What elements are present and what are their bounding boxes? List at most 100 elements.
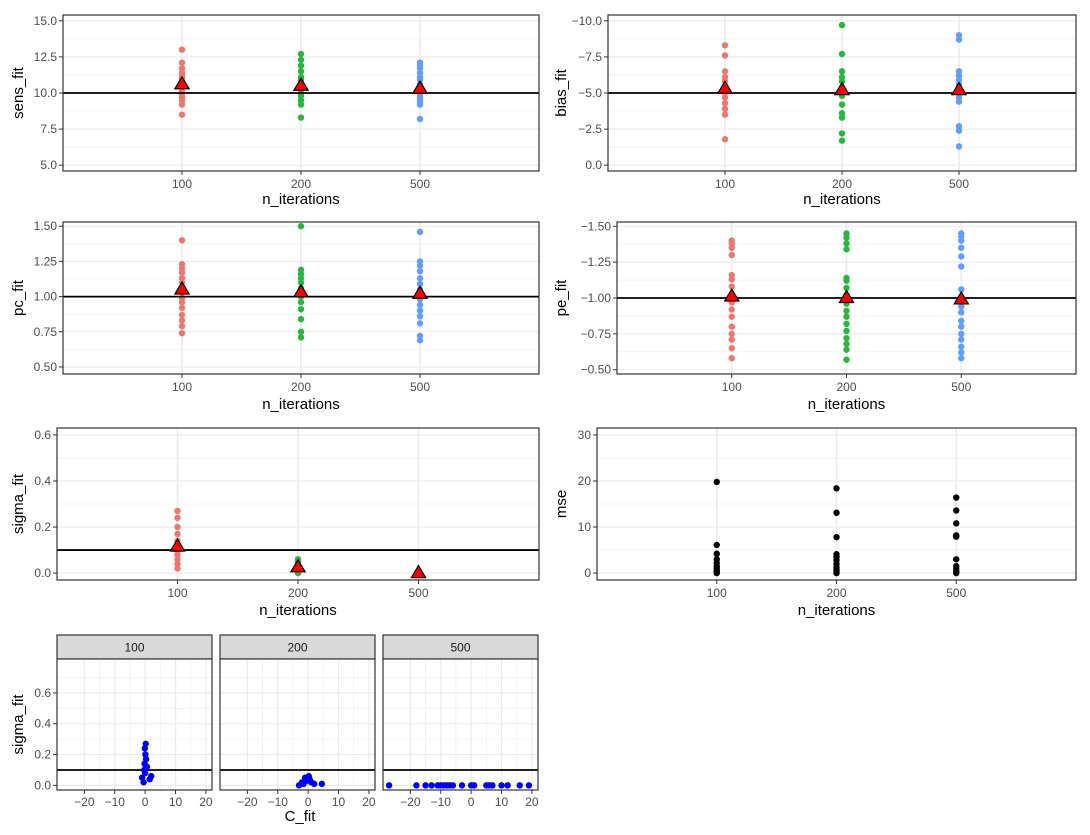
data-point-100	[721, 68, 729, 75]
data-point-200	[297, 315, 305, 323]
x-tick-label: 200	[832, 177, 852, 191]
y-tick-label: 12.5	[34, 50, 58, 64]
data-point-200	[843, 230, 850, 237]
data-point-200	[843, 334, 850, 342]
data-point-100	[174, 514, 181, 522]
data-point-200	[838, 101, 846, 108]
data-point-500	[953, 562, 960, 570]
data-point-500	[958, 244, 965, 252]
x-tick-label: 10	[169, 795, 183, 809]
x-tick-label: 100	[167, 586, 187, 600]
x-tick-label: 100	[172, 177, 192, 191]
panel-sigma: 0.0 0.2 0.4 0.6 100 200 500 n_iterations sigma_f…	[10, 427, 540, 619]
data-point-500	[416, 258, 424, 265]
data-point-100	[721, 42, 729, 49]
data-point-200	[843, 240, 850, 247]
data-point-100	[728, 344, 735, 352]
data-point-500	[958, 253, 965, 260]
y-tick-label: 0.4	[34, 474, 51, 488]
y-tick-label: −1.25	[581, 255, 612, 269]
y-tick-label: 10.0	[34, 86, 58, 100]
data-point	[142, 740, 149, 747]
y-tick-label: 5.0	[40, 158, 57, 172]
mean-marker-100	[716, 79, 734, 94]
data-point-100	[178, 65, 186, 72]
data-point-500	[953, 532, 960, 539]
y-tick-label: 0.50	[34, 360, 58, 374]
data-point-500	[958, 343, 965, 350]
x-tick-label: 100	[722, 380, 742, 394]
mean-marker-100	[169, 537, 186, 552]
x-tick-label: 500	[410, 177, 430, 191]
data-point-100	[178, 261, 186, 268]
panel-border	[382, 658, 539, 791]
data-point-200	[843, 307, 850, 315]
facet-strip	[382, 634, 539, 660]
y-tick-label: −7.5	[578, 50, 602, 64]
data-point	[311, 780, 318, 788]
data-point-500	[955, 123, 963, 130]
data-point-200	[297, 114, 305, 121]
data-point	[504, 782, 511, 789]
data-point-200	[843, 320, 850, 328]
x-tick-label: 0	[305, 795, 312, 809]
data-point-100	[728, 251, 735, 259]
data-point-500	[958, 286, 965, 293]
data-point-100	[728, 306, 735, 313]
data-point-100	[178, 59, 186, 66]
data-point-500	[955, 68, 963, 75]
x-tick-label: 0	[468, 795, 475, 809]
data-point-100	[721, 99, 729, 107]
panel-border	[616, 221, 1077, 375]
mean-marker-500	[411, 79, 429, 94]
data-point-100	[728, 355, 735, 362]
data-point-100	[721, 136, 729, 143]
data-point-100	[178, 237, 186, 244]
data-point-200	[838, 137, 846, 144]
data-point-100	[728, 323, 735, 330]
data-point-200	[843, 313, 850, 320]
data-point-500	[416, 301, 424, 309]
panel-border	[596, 427, 1077, 581]
y-tick-label: 1.50	[34, 219, 58, 233]
x-tick-label: −20	[400, 795, 421, 809]
panel-bias: 0.0 −2.5 −5.0 −7.5 −10.0 100 200 500 n_iteration…	[553, 14, 1077, 208]
data-point-100	[178, 111, 186, 118]
data-point-500	[958, 355, 965, 362]
panel-border	[56, 658, 213, 791]
x-tick-label: 200	[826, 586, 846, 600]
x-tick-label: 200	[288, 586, 308, 600]
y-tick-label: 0.2	[34, 748, 51, 762]
data-point-100	[721, 105, 729, 113]
mean-marker-500	[950, 81, 968, 96]
data-point-100	[174, 523, 181, 531]
x-tick-label: 100	[172, 380, 192, 394]
data-point-500	[953, 556, 960, 563]
x-axis-title: n_iterations	[259, 602, 337, 619]
data-point-200	[838, 110, 846, 117]
data-point-100	[174, 551, 181, 558]
data-point-100	[174, 507, 181, 515]
mean-marker-200	[838, 289, 855, 304]
y-tick-label: 0.2	[34, 520, 51, 534]
x-tick-label: −20	[74, 795, 95, 809]
panel-pc: 0.50 0.75 1.00 1.25 1.50 100 200 500 n_iteration…	[10, 219, 540, 413]
data-point-500	[958, 309, 965, 316]
data-point	[148, 772, 155, 780]
y-tick-label: −0.75	[581, 327, 612, 341]
data-point-100	[728, 336, 735, 343]
data-point-500	[416, 268, 424, 275]
data-point-500	[416, 115, 424, 123]
x-tick-label: 500	[410, 380, 430, 394]
data-point-100	[178, 304, 186, 312]
data-point-100	[728, 330, 735, 338]
data-point-500	[953, 507, 960, 514]
x-tick-label: 10	[332, 795, 346, 809]
x-tick-label: 200	[291, 177, 311, 191]
y-tick-label: 0.6	[34, 686, 51, 700]
data-point-200	[843, 246, 850, 253]
data-point-200	[838, 50, 846, 58]
data-point-500	[958, 323, 965, 330]
x-tick-label: 100	[707, 586, 727, 600]
x-axis-title: n_iterations	[808, 396, 886, 413]
